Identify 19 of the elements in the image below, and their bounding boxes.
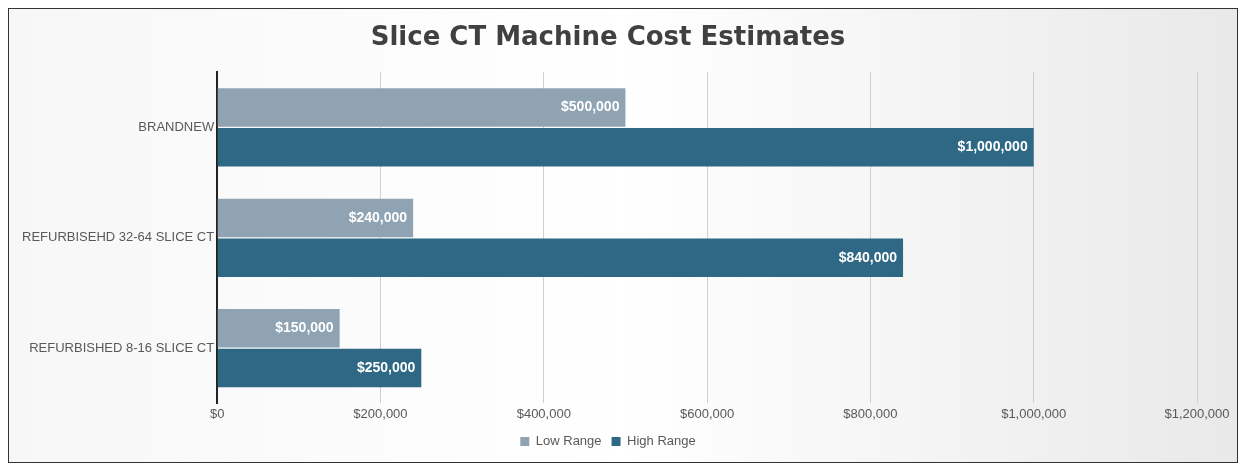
- x-tick-label: $1,000,000: [1001, 405, 1067, 421]
- x-tick-label: $1,200,000: [1164, 405, 1230, 421]
- x-tick-label: $800,000: [843, 405, 898, 421]
- data-label: $500,000: [561, 98, 620, 115]
- y-tick-label: REFURBISEHD 32-64 SLICE CT: [21, 229, 215, 245]
- data-label: $150,000: [275, 319, 334, 336]
- y-tick-label: REFURBISHED 8-16 SLICE CT: [29, 339, 215, 355]
- x-tick-label: $200,000: [353, 405, 408, 421]
- x-tick-label: $0: [209, 405, 225, 421]
- x-tick-label: $600,000: [679, 405, 735, 421]
- data-label: $250,000: [356, 358, 416, 375]
- legend-label: High Range: [627, 433, 696, 449]
- data-label: $240,000: [348, 208, 408, 225]
- data-label: $840,000: [838, 248, 898, 265]
- legend-label: Low Range: [535, 433, 602, 449]
- y-tick-label: BRANDNEW: [138, 118, 215, 134]
- x-tick-label: $400,000: [516, 405, 571, 421]
- data-label: $1,000,000: [957, 138, 1028, 155]
- chart-title: Slice CT Machine Cost Estimates: [370, 21, 846, 52]
